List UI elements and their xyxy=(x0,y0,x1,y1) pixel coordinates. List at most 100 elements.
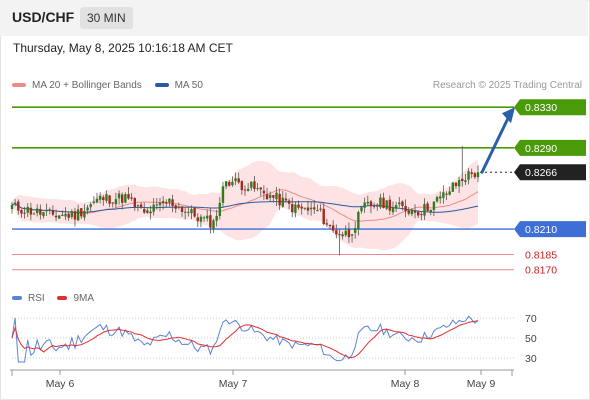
candle-body xyxy=(20,209,23,214)
candle-body xyxy=(102,197,105,201)
candle-body xyxy=(187,211,190,213)
candle-body xyxy=(420,214,423,216)
candle-body xyxy=(435,197,439,202)
timeframe-badge[interactable]: 30 MIN xyxy=(80,7,133,29)
candle-body xyxy=(319,208,322,210)
candle-body xyxy=(328,225,332,227)
candle-body xyxy=(234,178,237,182)
candle-body xyxy=(98,195,102,200)
candle-body xyxy=(105,194,108,201)
candle-body xyxy=(278,193,281,206)
candle-body xyxy=(13,202,17,204)
candle-body xyxy=(262,190,266,194)
candle-body xyxy=(54,215,58,218)
candle-body xyxy=(149,211,152,214)
candle-body xyxy=(259,187,262,190)
candle-body xyxy=(152,204,155,212)
candle-body xyxy=(168,198,171,203)
candle-body xyxy=(476,172,480,178)
candle-body xyxy=(335,230,338,235)
candle-body xyxy=(322,208,325,225)
candle-body xyxy=(287,200,291,204)
candle-body xyxy=(316,210,319,212)
rsi-tick-label: 30 xyxy=(525,353,537,365)
legend-item-rsi: RSI xyxy=(12,293,45,304)
candle-body xyxy=(442,192,445,198)
candle-body xyxy=(268,194,272,198)
price-legend: MA 20 + Bollinger Bands MA 50 xyxy=(12,80,213,91)
candle-body xyxy=(29,207,33,215)
rsi-legend: RSI 9MA xyxy=(12,293,104,304)
candle-body xyxy=(127,193,130,199)
candle-body xyxy=(39,208,42,215)
candle-body xyxy=(114,199,118,205)
candle-body xyxy=(294,204,297,213)
candle-body xyxy=(95,198,99,203)
candle-body xyxy=(42,212,45,217)
candle-body xyxy=(243,189,247,191)
candle-body xyxy=(124,194,127,203)
x-tick-label: May 8 xyxy=(391,378,420,390)
legend-item-ma50: MA 50 xyxy=(154,80,203,91)
candle-body xyxy=(174,205,177,209)
candle-body xyxy=(350,234,354,236)
bollinger-band-area xyxy=(12,159,478,251)
candle-body xyxy=(382,197,385,208)
candle-body xyxy=(133,198,136,208)
candle-body xyxy=(461,178,464,182)
candle-body xyxy=(171,199,174,207)
candle-body xyxy=(206,215,209,219)
candle-body xyxy=(363,202,366,208)
rsi-swatch xyxy=(12,296,22,301)
level-label-0: 0.8330 xyxy=(525,102,557,114)
candle-body xyxy=(423,203,426,216)
candle-body xyxy=(464,180,467,182)
level-label-1: 0.8290 xyxy=(525,143,557,155)
candle-body xyxy=(404,206,407,212)
projection-arrow-head xyxy=(502,107,515,124)
candle-body xyxy=(161,201,165,204)
candle-body xyxy=(180,206,184,212)
candle-body xyxy=(451,182,455,192)
level-label-5: 0.8170 xyxy=(525,265,557,277)
candle-body xyxy=(61,214,64,216)
candle-body xyxy=(416,211,420,216)
level-tag-3 xyxy=(514,221,586,238)
candle-body xyxy=(272,195,275,198)
candle-body xyxy=(303,207,307,209)
candle-body xyxy=(58,215,61,219)
candle-body xyxy=(385,200,388,209)
candle-body xyxy=(212,220,215,229)
candle-body xyxy=(457,180,461,187)
candle-body xyxy=(246,188,250,191)
candle-body xyxy=(413,210,417,213)
legend-item-bollinger: MA 20 + Bollinger Bands xyxy=(12,80,142,91)
candle-body xyxy=(136,205,140,207)
candle-body xyxy=(401,201,404,207)
candle-body xyxy=(306,207,310,211)
candle-body xyxy=(10,204,14,209)
projection-arrow xyxy=(480,114,511,174)
candle-body xyxy=(366,201,369,204)
candle-body xyxy=(228,181,231,186)
candle-body xyxy=(202,217,206,219)
level-tag-0 xyxy=(514,99,586,116)
candle-body xyxy=(388,199,392,211)
candle-body xyxy=(224,181,228,187)
candle-body xyxy=(218,202,222,216)
candle-body xyxy=(256,188,259,190)
candle-body xyxy=(470,172,473,174)
candle-body xyxy=(467,171,470,180)
candle-body xyxy=(70,211,74,218)
candle-body xyxy=(35,208,39,213)
candle-body xyxy=(338,234,341,236)
candle-body xyxy=(158,202,162,206)
candle-body xyxy=(199,216,203,222)
candle-body xyxy=(284,198,288,201)
rsi-line xyxy=(11,315,479,363)
candle-body xyxy=(111,202,114,204)
candle-body xyxy=(297,204,300,208)
rsi-tick-label: 70 xyxy=(525,313,537,325)
candle-body xyxy=(445,193,448,195)
